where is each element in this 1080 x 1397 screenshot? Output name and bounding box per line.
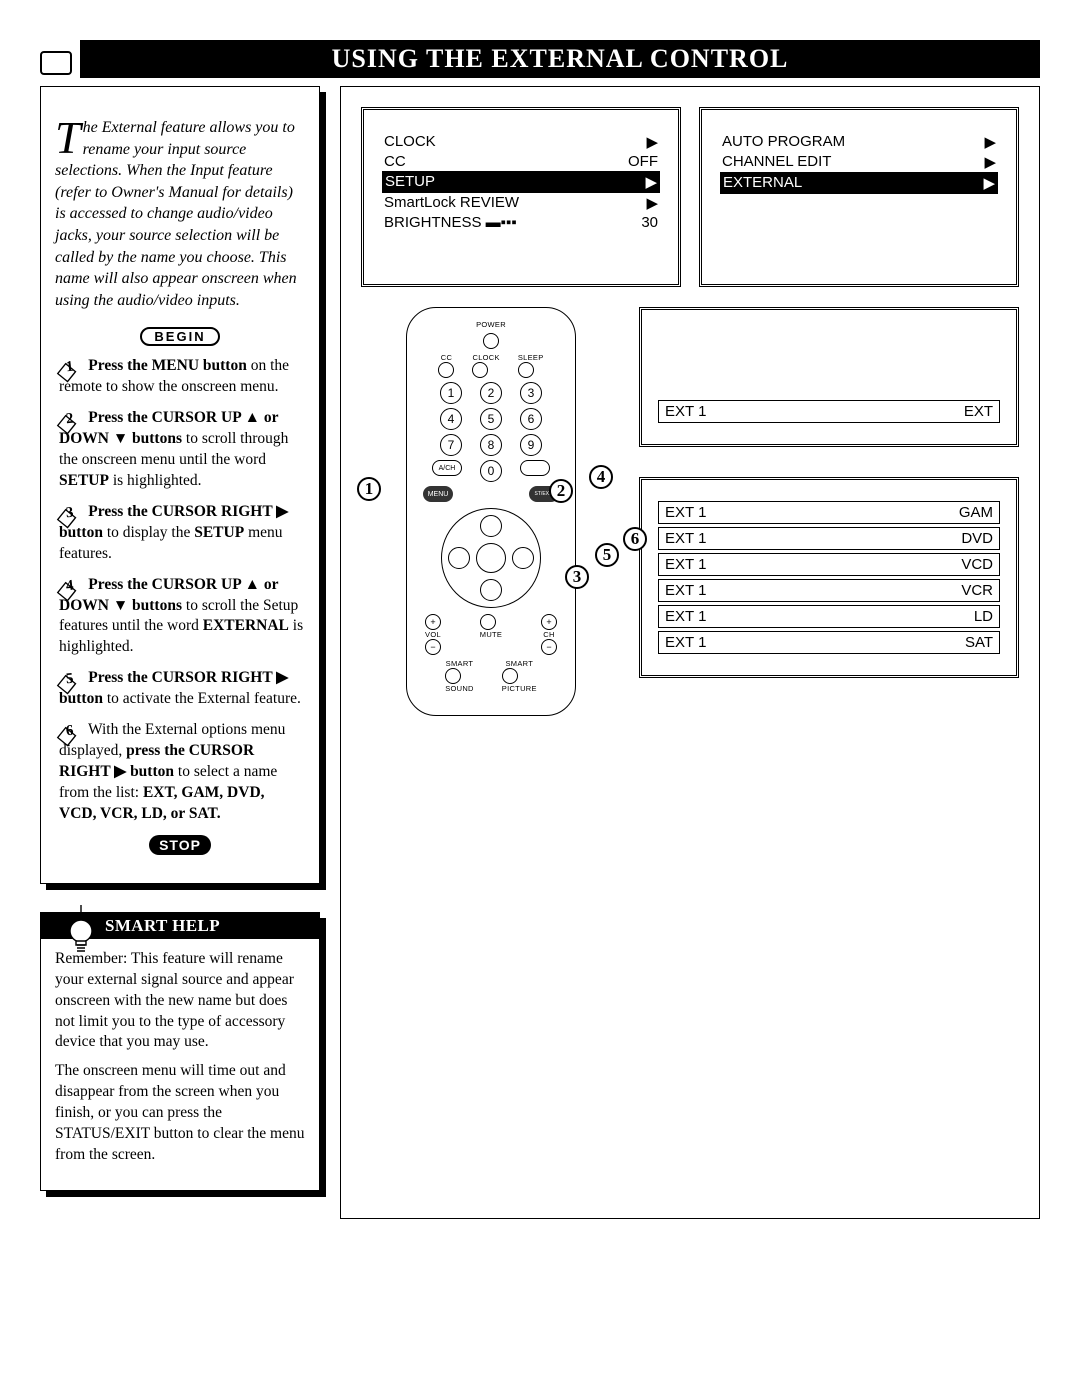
callout-4: 4 — [589, 465, 613, 489]
num-9[interactable]: 9 — [520, 434, 542, 456]
osd-row: EXTERNAL▶ — [720, 172, 998, 194]
smart-help-box: SMART HELP Remember: This feature will r… — [40, 912, 320, 1191]
diagram-panel: CLOCK▶CCOFFSETUP▶SmartLock REVIEW▶BRIGHT… — [340, 86, 1040, 1219]
ext1-right: EXT — [964, 403, 993, 420]
num-6[interactable]: 6 — [520, 408, 542, 430]
num-1[interactable]: 1 — [440, 382, 462, 404]
callout-1: 1 — [357, 477, 381, 501]
ch-down[interactable]: − — [541, 639, 557, 655]
menu-button[interactable]: MENU — [423, 486, 453, 502]
num-5[interactable]: 5 — [480, 408, 502, 430]
cc-button[interactable] — [438, 362, 454, 378]
smart-picture-button[interactable] — [502, 668, 518, 684]
num-0[interactable]: 0 — [480, 460, 502, 482]
cc-label: CC — [438, 353, 454, 362]
instructions-box: The External feature allows you to renam… — [40, 86, 320, 884]
ch-up[interactable]: + — [541, 614, 557, 630]
power-button[interactable] — [483, 333, 499, 349]
cursor-ok[interactable] — [476, 543, 506, 573]
clock-label: CLOCK — [472, 353, 499, 362]
smart-sound-button[interactable] — [445, 668, 461, 684]
vol-up[interactable]: + — [425, 614, 441, 630]
cursor-down[interactable] — [480, 579, 502, 601]
osd-row: SETUP▶ — [382, 171, 660, 193]
remote-control: POWER CC CLOCK SLEEP 123 456 789 A/CH0 M… — [406, 307, 576, 716]
step-6: 6 With the External options menu display… — [55, 720, 305, 825]
callout-5: 5 — [595, 543, 619, 567]
ext-option-row: EXT 1GAM — [658, 501, 1000, 524]
sleep-button[interactable] — [518, 362, 534, 378]
num-3[interactable]: 3 — [520, 382, 542, 404]
callout-2: 2 — [549, 479, 573, 503]
mute-button[interactable] — [480, 614, 496, 630]
osd-row: CLOCK▶ — [382, 132, 660, 152]
ext-option-row: EXT 1LD — [658, 605, 1000, 628]
cursor-left[interactable] — [448, 547, 470, 569]
osd-main-menu: CLOCK▶CCOFFSETUP▶SmartLock REVIEW▶BRIGHT… — [361, 107, 681, 287]
osd-row: CHANNEL EDIT▶ — [720, 152, 998, 172]
begin-badge: BEGIN — [55, 327, 305, 346]
callout-6: 6 — [623, 527, 647, 551]
osd-row: BRIGHTNESS ▬▪▪▪30 — [382, 213, 660, 232]
smart-sound-lbl1: SMART — [445, 659, 474, 668]
cursor-ring[interactable] — [441, 508, 541, 608]
blank-oval[interactable] — [520, 460, 550, 476]
ext-option-row: EXT 1SAT — [658, 631, 1000, 654]
smart-pic-lbl1: SMART — [502, 659, 537, 668]
callout-3: 3 — [565, 565, 589, 589]
step-2: 2 Press the CURSOR UP ▲ or DOWN ▼ button… — [55, 408, 305, 492]
osd-row: CCOFF — [382, 152, 660, 171]
stop-badge: STOP — [55, 835, 305, 855]
num-7[interactable]: 7 — [440, 434, 462, 456]
ext-option-row: EXT 1VCR — [658, 579, 1000, 602]
ach-button[interactable]: A/CH — [432, 460, 462, 476]
sleep-label: SLEEP — [518, 353, 544, 362]
ext1-left: EXT 1 — [665, 403, 706, 420]
step-5: 5 Press the CURSOR RIGHT ▶ button to act… — [55, 668, 305, 710]
picture-label: PICTURE — [502, 684, 537, 693]
page-title: USING THE EXTERNAL CONTROL — [80, 40, 1040, 78]
ext1-options-panel: EXT 1GAM EXT 1DVD EXT 1VCD EXT 1VCR EXT 1LD E… — [639, 477, 1019, 678]
step-1: 1 Press the MENU button on the remote to… — [55, 356, 305, 398]
cursor-up[interactable] — [480, 515, 502, 537]
step-3: 3 Press the CURSOR RIGHT ▶ button to dis… — [55, 502, 305, 565]
ext-option-row: EXT 1VCD — [658, 553, 1000, 576]
tv-icon — [40, 51, 72, 75]
vol-label: VOL — [425, 630, 441, 639]
step-4: 4 Press the CURSOR UP ▲ or DOWN ▼ button… — [55, 575, 305, 659]
osd-setup-menu: AUTO PROGRAM▶CHANNEL EDIT▶EXTERNAL▶ — [699, 107, 1019, 287]
num-2[interactable]: 2 — [480, 382, 502, 404]
num-8[interactable]: 8 — [480, 434, 502, 456]
sound-label: SOUND — [445, 684, 474, 693]
ext-option-row: EXT 1DVD — [658, 527, 1000, 550]
smart-help-p2: The onscreen menu will time out and disa… — [55, 1061, 305, 1166]
osd-row: SmartLock REVIEW▶ — [382, 193, 660, 213]
mute-label: MUTE — [480, 630, 502, 639]
cursor-right[interactable] — [512, 547, 534, 569]
smart-help-p1: Remember: This feature will rename your … — [55, 949, 305, 1054]
osd-row: AUTO PROGRAM▶ — [720, 132, 998, 152]
power-label: POWER — [419, 320, 563, 329]
ch-label: CH — [541, 630, 557, 639]
intro-text: The External feature allows you to renam… — [55, 117, 305, 311]
ext1-current-panel: EXT 1 EXT — [639, 307, 1019, 447]
vol-down[interactable]: − — [425, 639, 441, 655]
clock-button[interactable] — [472, 362, 488, 378]
num-4[interactable]: 4 — [440, 408, 462, 430]
lightbulb-icon — [61, 905, 101, 961]
